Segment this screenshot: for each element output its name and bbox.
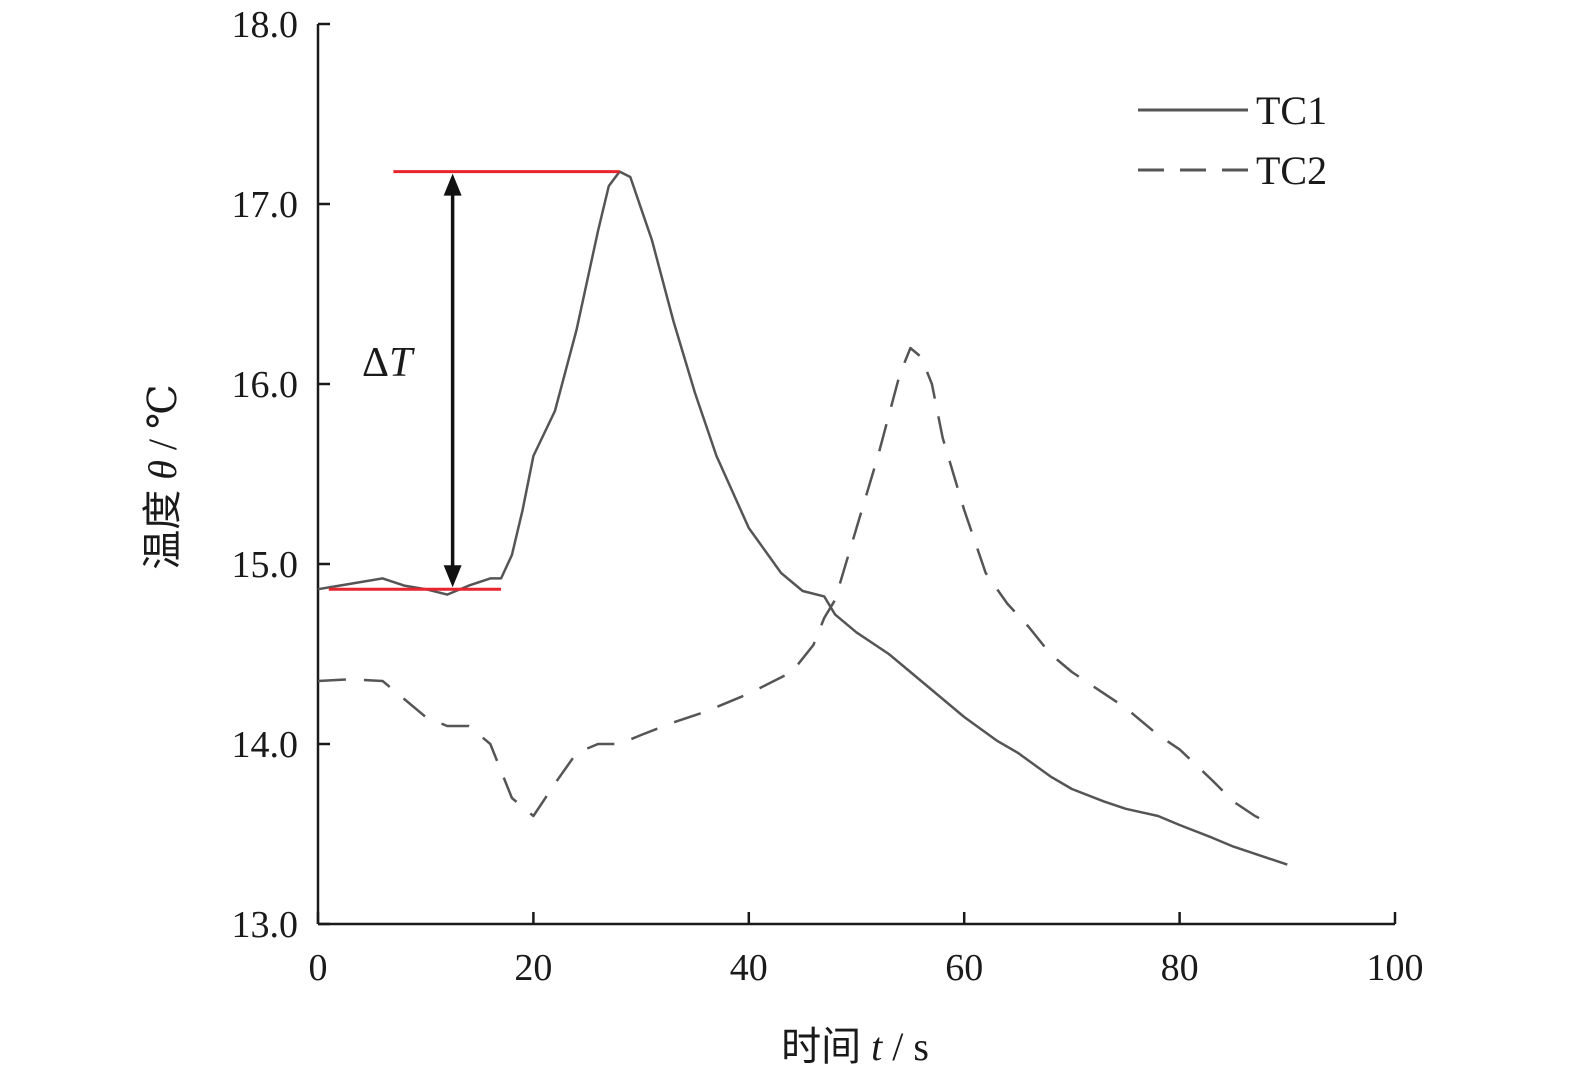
legend-label-tc1: TC1 [1256,88,1327,133]
series-layer [317,170,1288,866]
delta-arrow-head-down [443,565,462,588]
x-axis-title: 时间 t / s [781,1024,929,1069]
y-tick-label: 18.0 [232,4,299,46]
x-tick-label: 100 [1367,947,1424,989]
ticks: 0 20 40 60 80 100 13.0 14.0 15.0 16.0 17.0 18.0 [232,4,1424,989]
y-axis-title: 温度 θ / ℃ [140,384,185,570]
x-tick-label: 80 [1161,947,1199,989]
legend-label-tc2: TC2 [1256,148,1327,193]
annotation-layer [328,170,620,591]
x-tick-label: 60 [945,947,983,989]
x-tick-label: 0 [309,947,328,989]
y-tick-label: 17.0 [232,184,299,226]
axes [316,24,1395,926]
y-tick-label: 14.0 [232,724,299,766]
y-tick-label: 16.0 [232,364,299,406]
y-tick-label: 15.0 [232,544,299,586]
y-tick-label: 13.0 [232,904,299,946]
x-tick-label: 20 [514,947,552,989]
series-tc2-line [317,346,1267,823]
delta-arrow-head-up [443,173,462,196]
series-tc1-line [317,170,1288,866]
delta-t-label: ΔT [362,340,415,386]
legend: TC1 TC2 [1138,88,1327,193]
x-tick-label: 40 [730,947,768,989]
